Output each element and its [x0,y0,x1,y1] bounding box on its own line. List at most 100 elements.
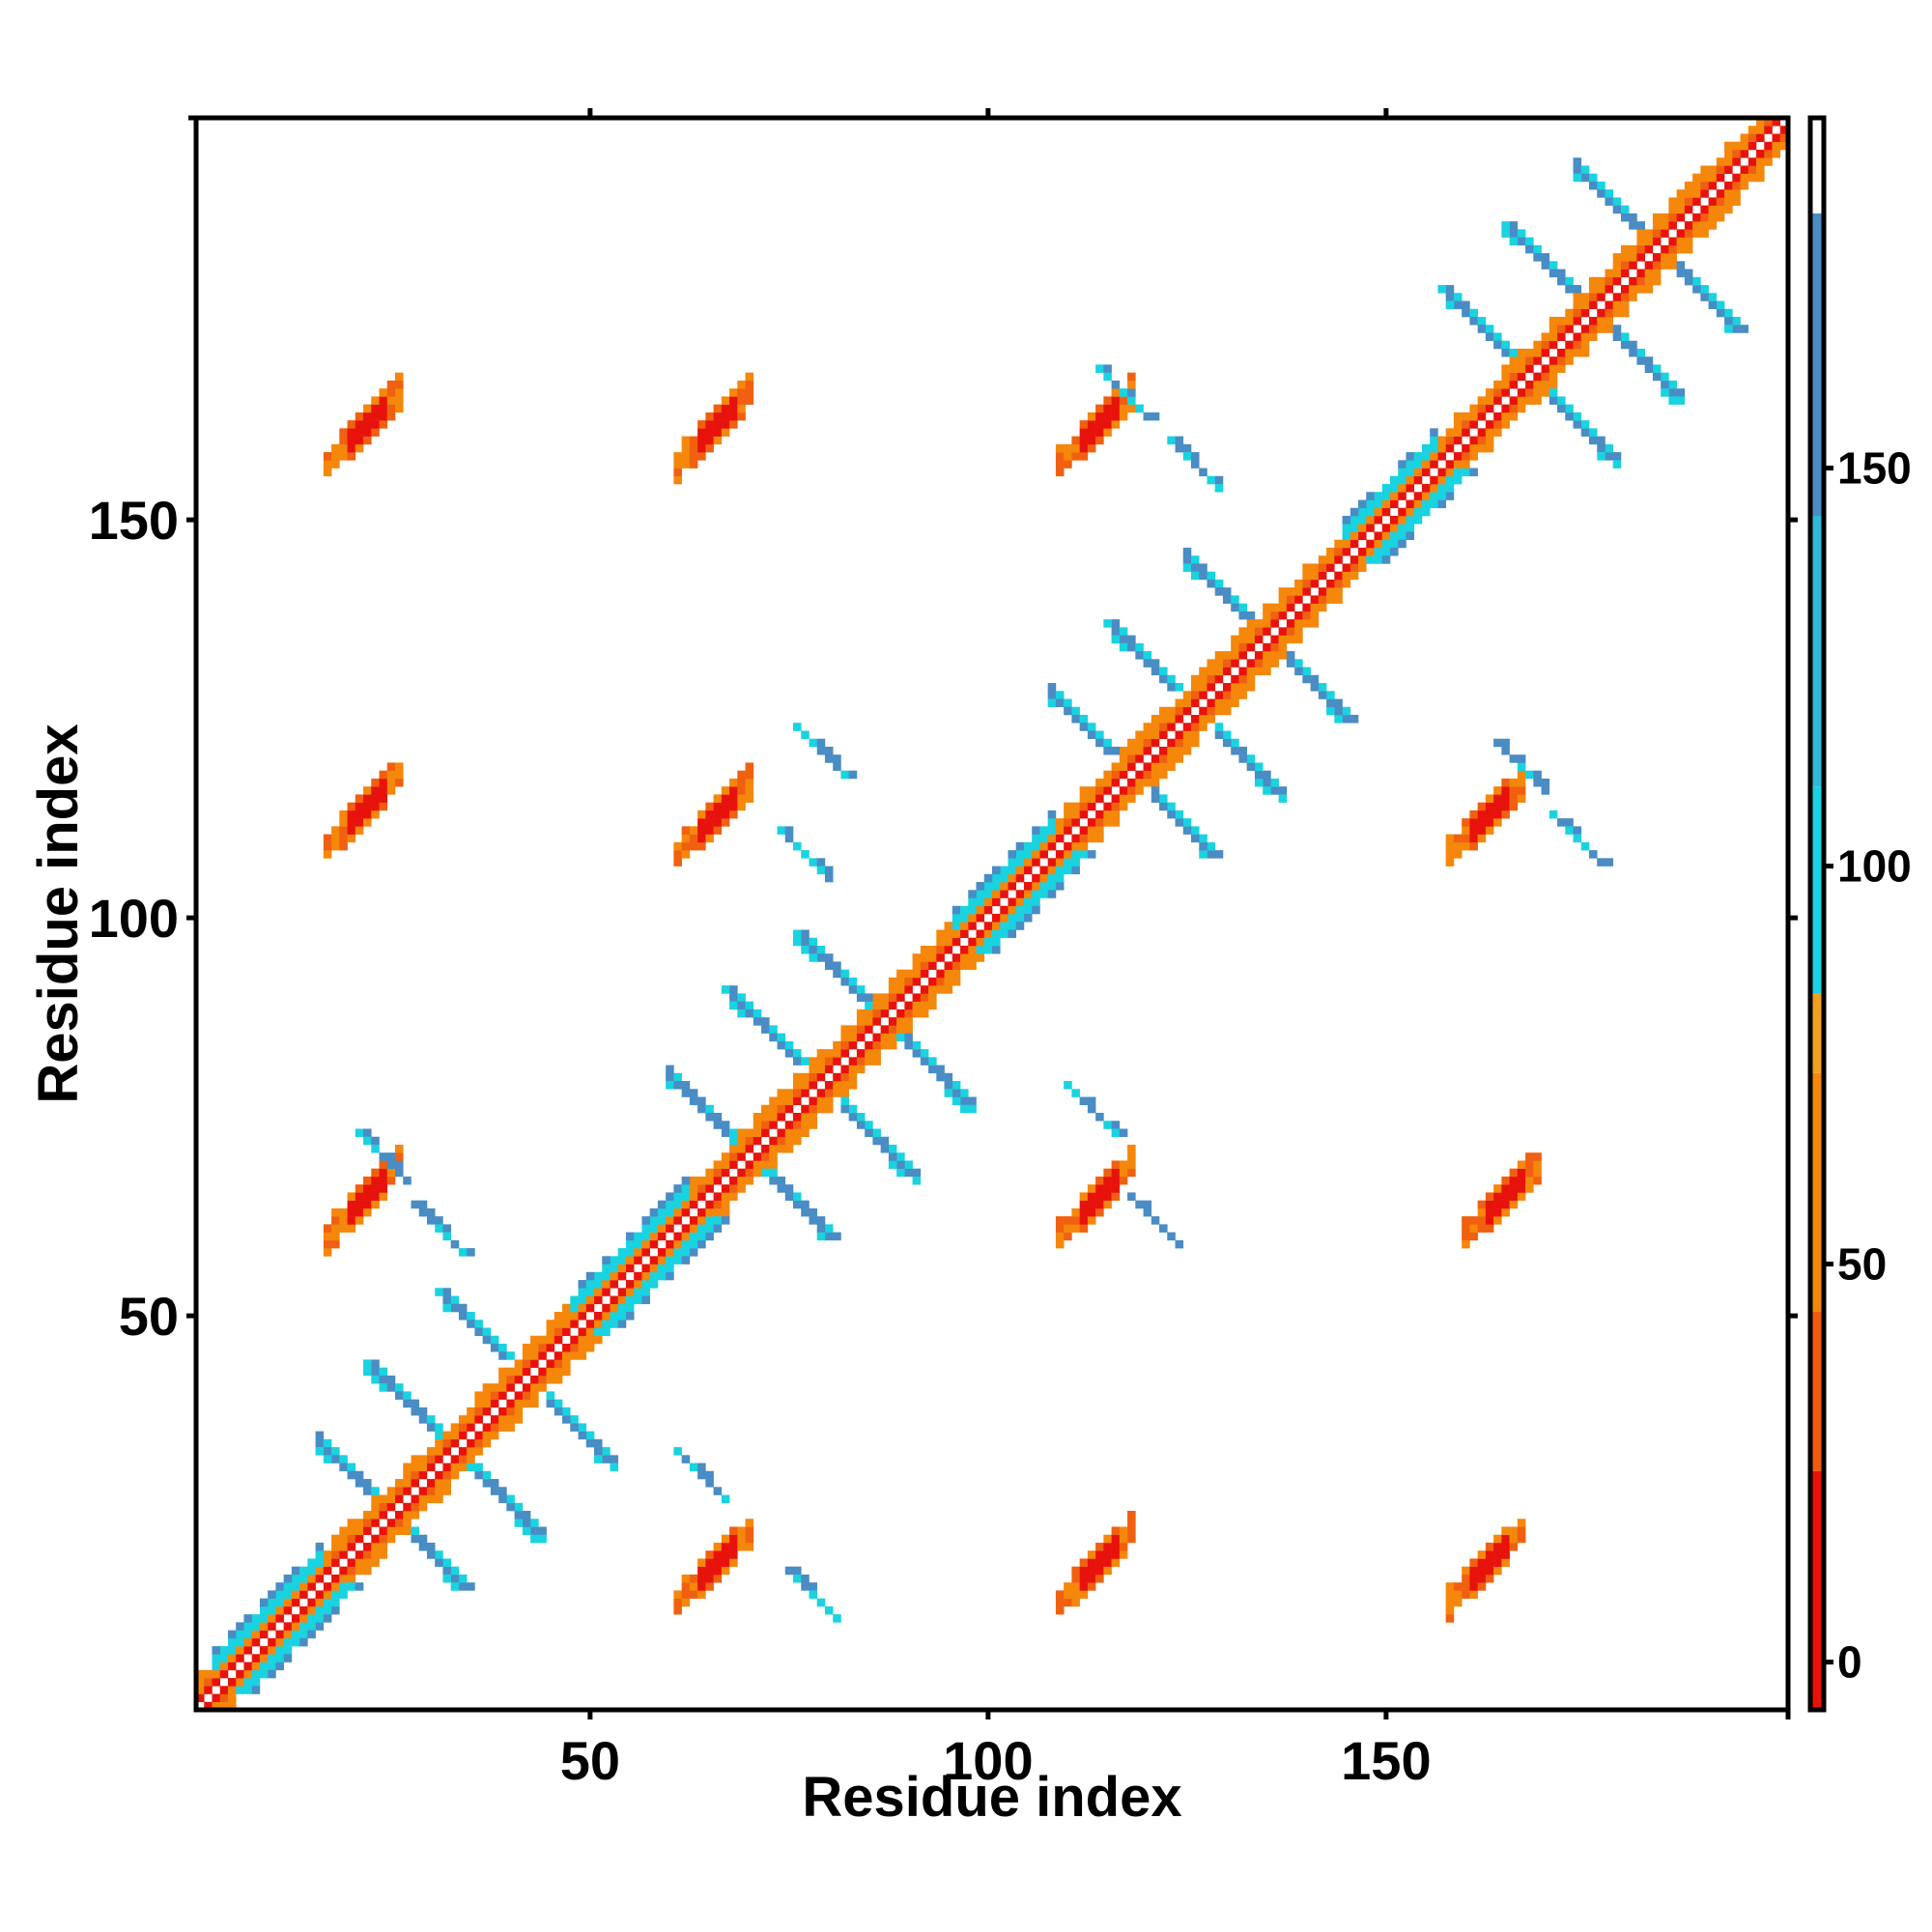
heatmap-cell [1477,834,1487,843]
heatmap-cell [426,1542,436,1551]
heatmap-cell [673,1256,682,1264]
heatmap-cell [1580,173,1590,183]
heatmap-cell [1199,715,1208,724]
heatmap-cell [1071,1089,1080,1097]
heatmap-cell [219,1662,229,1671]
heatmap-cell [339,818,348,827]
heatmap-cell [1668,197,1677,206]
heatmap-cell [1199,683,1208,692]
heatmap-cell [546,1359,555,1368]
heatmap-cell [1620,261,1630,270]
heatmap-cell [355,810,364,819]
heatmap-cell [1573,308,1582,318]
heatmap-cell [713,794,723,803]
heatmap-cell [1095,364,1104,373]
heatmap-cell [196,1669,205,1679]
heatmap-cell [1238,746,1247,755]
heatmap-cell [649,1232,659,1241]
heatmap-cell [1692,276,1701,286]
heatmap-cell [1684,269,1693,278]
heatmap-cell [960,1096,969,1106]
heatmap-cell [912,953,922,962]
heatmap-cell [1111,1160,1121,1169]
heatmap-cell [793,1566,802,1576]
heatmap-cell [1263,770,1271,780]
heatmap-cell [251,1614,261,1623]
heatmap-cell [784,1566,794,1576]
heatmap-cell [1493,1216,1502,1225]
heatmap-cell [1207,698,1216,708]
heatmap-cell [450,1239,460,1249]
heatmap-cell [912,1176,922,1185]
heatmap-cell [1231,659,1239,668]
heatmap-cell [713,1176,723,1185]
heatmap-cell [395,1511,404,1520]
heatmap-cell [1493,396,1502,405]
heatmap-cell [1668,380,1677,389]
heatmap-cell [363,1566,372,1576]
heatmap-cell [395,1383,404,1392]
heatmap-cell [291,1582,300,1591]
heatmap-cell [1445,436,1455,445]
heatmap-cell [689,1184,698,1193]
heatmap-cell [1159,746,1168,755]
heatmap-cell [1462,460,1470,469]
heatmap-cell [1079,810,1089,819]
heatmap-cell [809,1081,818,1090]
heatmap-cell [753,1160,762,1169]
heatmap-cell [522,1519,531,1527]
heatmap-cell [983,922,993,930]
heatmap-cell [856,993,866,1002]
heatmap-cell [1127,794,1136,803]
heatmap-cell [856,1049,866,1058]
heatmap-cell [379,1168,388,1178]
heatmap-cell [339,1455,348,1463]
heatmap-cell [705,818,714,827]
heatmap-cell [1039,834,1048,843]
heatmap-cell [737,770,746,780]
heatmap-cell [450,1431,460,1440]
heatmap-cell [1079,443,1089,453]
heatmap-cell [1501,794,1510,803]
heatmap-cell [530,1534,539,1544]
heatmap-cell [1381,555,1391,564]
heatmap-cell [1374,547,1383,556]
heatmap-cell [1565,412,1574,421]
heatmap-cell [1000,929,1009,939]
heatmap-cell [1612,276,1622,286]
heatmap-cell [769,1168,778,1178]
heatmap-cell [713,1200,723,1209]
heatmap-cell [1469,1224,1478,1233]
heatmap-cell [1079,841,1089,851]
heatmap-cell [1597,317,1605,326]
heatmap-cell [1055,866,1065,875]
heatmap-cell [1302,571,1311,581]
heatmap-cell [1381,492,1391,500]
heatmap-cell [1652,276,1662,286]
heatmap-cell [1175,730,1184,740]
heatmap-cell [1445,300,1455,310]
heatmap-cell [1000,914,1009,923]
heatmap-cell [522,1383,531,1392]
heatmap-cell [1119,1128,1128,1138]
heatmap-cell [1533,340,1542,350]
heatmap-cell [610,1256,619,1264]
heatmap-cell [435,1423,443,1432]
heatmap-cell [355,1582,364,1591]
heatmap-cell [840,1025,849,1034]
heatmap-cell [283,1646,293,1655]
colorbar-tick-label: 0 [1837,1637,1862,1688]
heatmap-cell [1127,642,1136,652]
heatmap-cell [865,1017,873,1026]
heatmap-cell [1111,1542,1121,1551]
heatmap-cell [275,1637,284,1647]
heatmap-cell [236,1630,244,1639]
heatmap-cell [634,1256,642,1264]
heatmap-cell [403,1519,412,1527]
heatmap-cell [1087,1192,1096,1201]
heatmap-cell [833,1089,841,1097]
heatmap-cell [291,1598,300,1607]
heatmap-cell [1263,619,1271,628]
heatmap-cell [1087,412,1096,421]
heatmap-cell [1740,133,1749,143]
